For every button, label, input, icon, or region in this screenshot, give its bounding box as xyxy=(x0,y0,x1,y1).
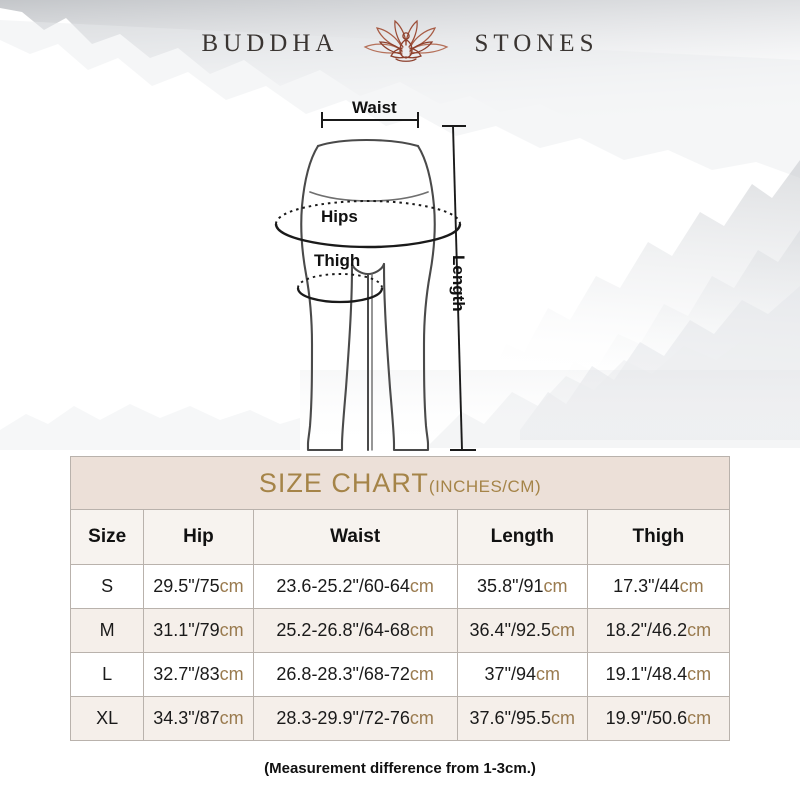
cell-size: XL xyxy=(69,696,145,741)
cell-length: 37"/94cm xyxy=(456,652,588,697)
column-header-hip: Hip xyxy=(143,509,254,565)
waist-label: Waist xyxy=(352,98,397,117)
table-row: L 32.7"/83cm 26.8-28.3"/68-72cm 37"/94cm… xyxy=(69,652,731,697)
cell-waist: 25.2-26.8"/64-68cm xyxy=(252,608,458,653)
table-row: XL 34.3"/87cm 28.3-29.9"/72-76cm 37.6"/9… xyxy=(69,696,731,741)
cell-hip: 34.3"/87cm xyxy=(143,696,254,741)
cell-length: 35.8"/91cm xyxy=(456,564,588,609)
column-header-waist: Waist xyxy=(252,509,458,565)
cell-thigh: 19.9"/50.6cm xyxy=(586,696,731,741)
table-row: S 29.5"/75cm 23.6-25.2"/60-64cm 35.8"/91… xyxy=(69,564,731,609)
cell-length: 37.6"/95.5cm xyxy=(456,696,588,741)
table-row: M 31.1"/79cm 25.2-26.8"/64-68cm 36.4"/92… xyxy=(69,608,731,653)
cell-waist: 28.3-29.9"/72-76cm xyxy=(252,696,458,741)
waistband-seam-line xyxy=(309,191,429,202)
length-label: Length xyxy=(449,255,468,312)
hips-label: Hips xyxy=(321,207,358,226)
thigh-ellipse-back xyxy=(297,273,383,289)
size-chart-title-main: SIZE CHART xyxy=(258,467,429,498)
waistband-top-line xyxy=(316,138,420,148)
size-chart-container: SIZE CHART(INCHES/CM) Size Hip Waist Len… xyxy=(69,456,731,741)
cell-hip: 32.7"/83cm xyxy=(143,652,254,697)
cell-hip: 31.1"/79cm xyxy=(143,608,254,653)
brand-word-left: BUDDHA xyxy=(201,30,339,57)
lotus-meditation-icon xyxy=(364,19,449,62)
cell-hip: 29.5"/75cm xyxy=(143,564,254,609)
size-chart-title-cell: SIZE CHART(INCHES/CM) xyxy=(70,456,730,510)
cell-waist: 26.8-28.3"/68-72cm xyxy=(252,652,458,697)
column-header-size: Size xyxy=(69,509,145,565)
size-chart-table: SIZE CHART(INCHES/CM) Size Hip Waist Len… xyxy=(69,456,731,741)
brand-word-right: STONES xyxy=(474,30,599,57)
measurement-note: (Measurement difference from 1-3cm.) xyxy=(264,760,536,777)
cell-size: M xyxy=(69,608,145,653)
thigh-label: Thigh xyxy=(314,251,361,270)
hip-ellipse-back xyxy=(275,199,461,225)
column-header-thigh: Thigh xyxy=(586,509,731,565)
size-chart-title-unit: (INCHES/CM) xyxy=(428,476,542,496)
cell-size: L xyxy=(69,652,145,697)
leggings-measurement-diagram xyxy=(274,112,476,452)
cell-size: S xyxy=(69,564,145,609)
cell-thigh: 18.2"/46.2cm xyxy=(586,608,731,653)
column-header-length: Length xyxy=(456,509,588,565)
hip-ellipse-front xyxy=(274,223,462,249)
table-header-row: Size Hip Waist Length Thigh xyxy=(69,509,731,565)
table-title-row: SIZE CHART(INCHES/CM) xyxy=(70,456,730,510)
cell-thigh: 17.3"/44cm xyxy=(586,564,731,609)
cell-waist: 23.6-25.2"/60-64cm xyxy=(252,564,458,609)
cell-thigh: 19.1"/48.4cm xyxy=(586,652,731,697)
cell-length: 36.4"/92.5cm xyxy=(456,608,588,653)
brand-header: BUDDHA STONES xyxy=(0,16,800,72)
